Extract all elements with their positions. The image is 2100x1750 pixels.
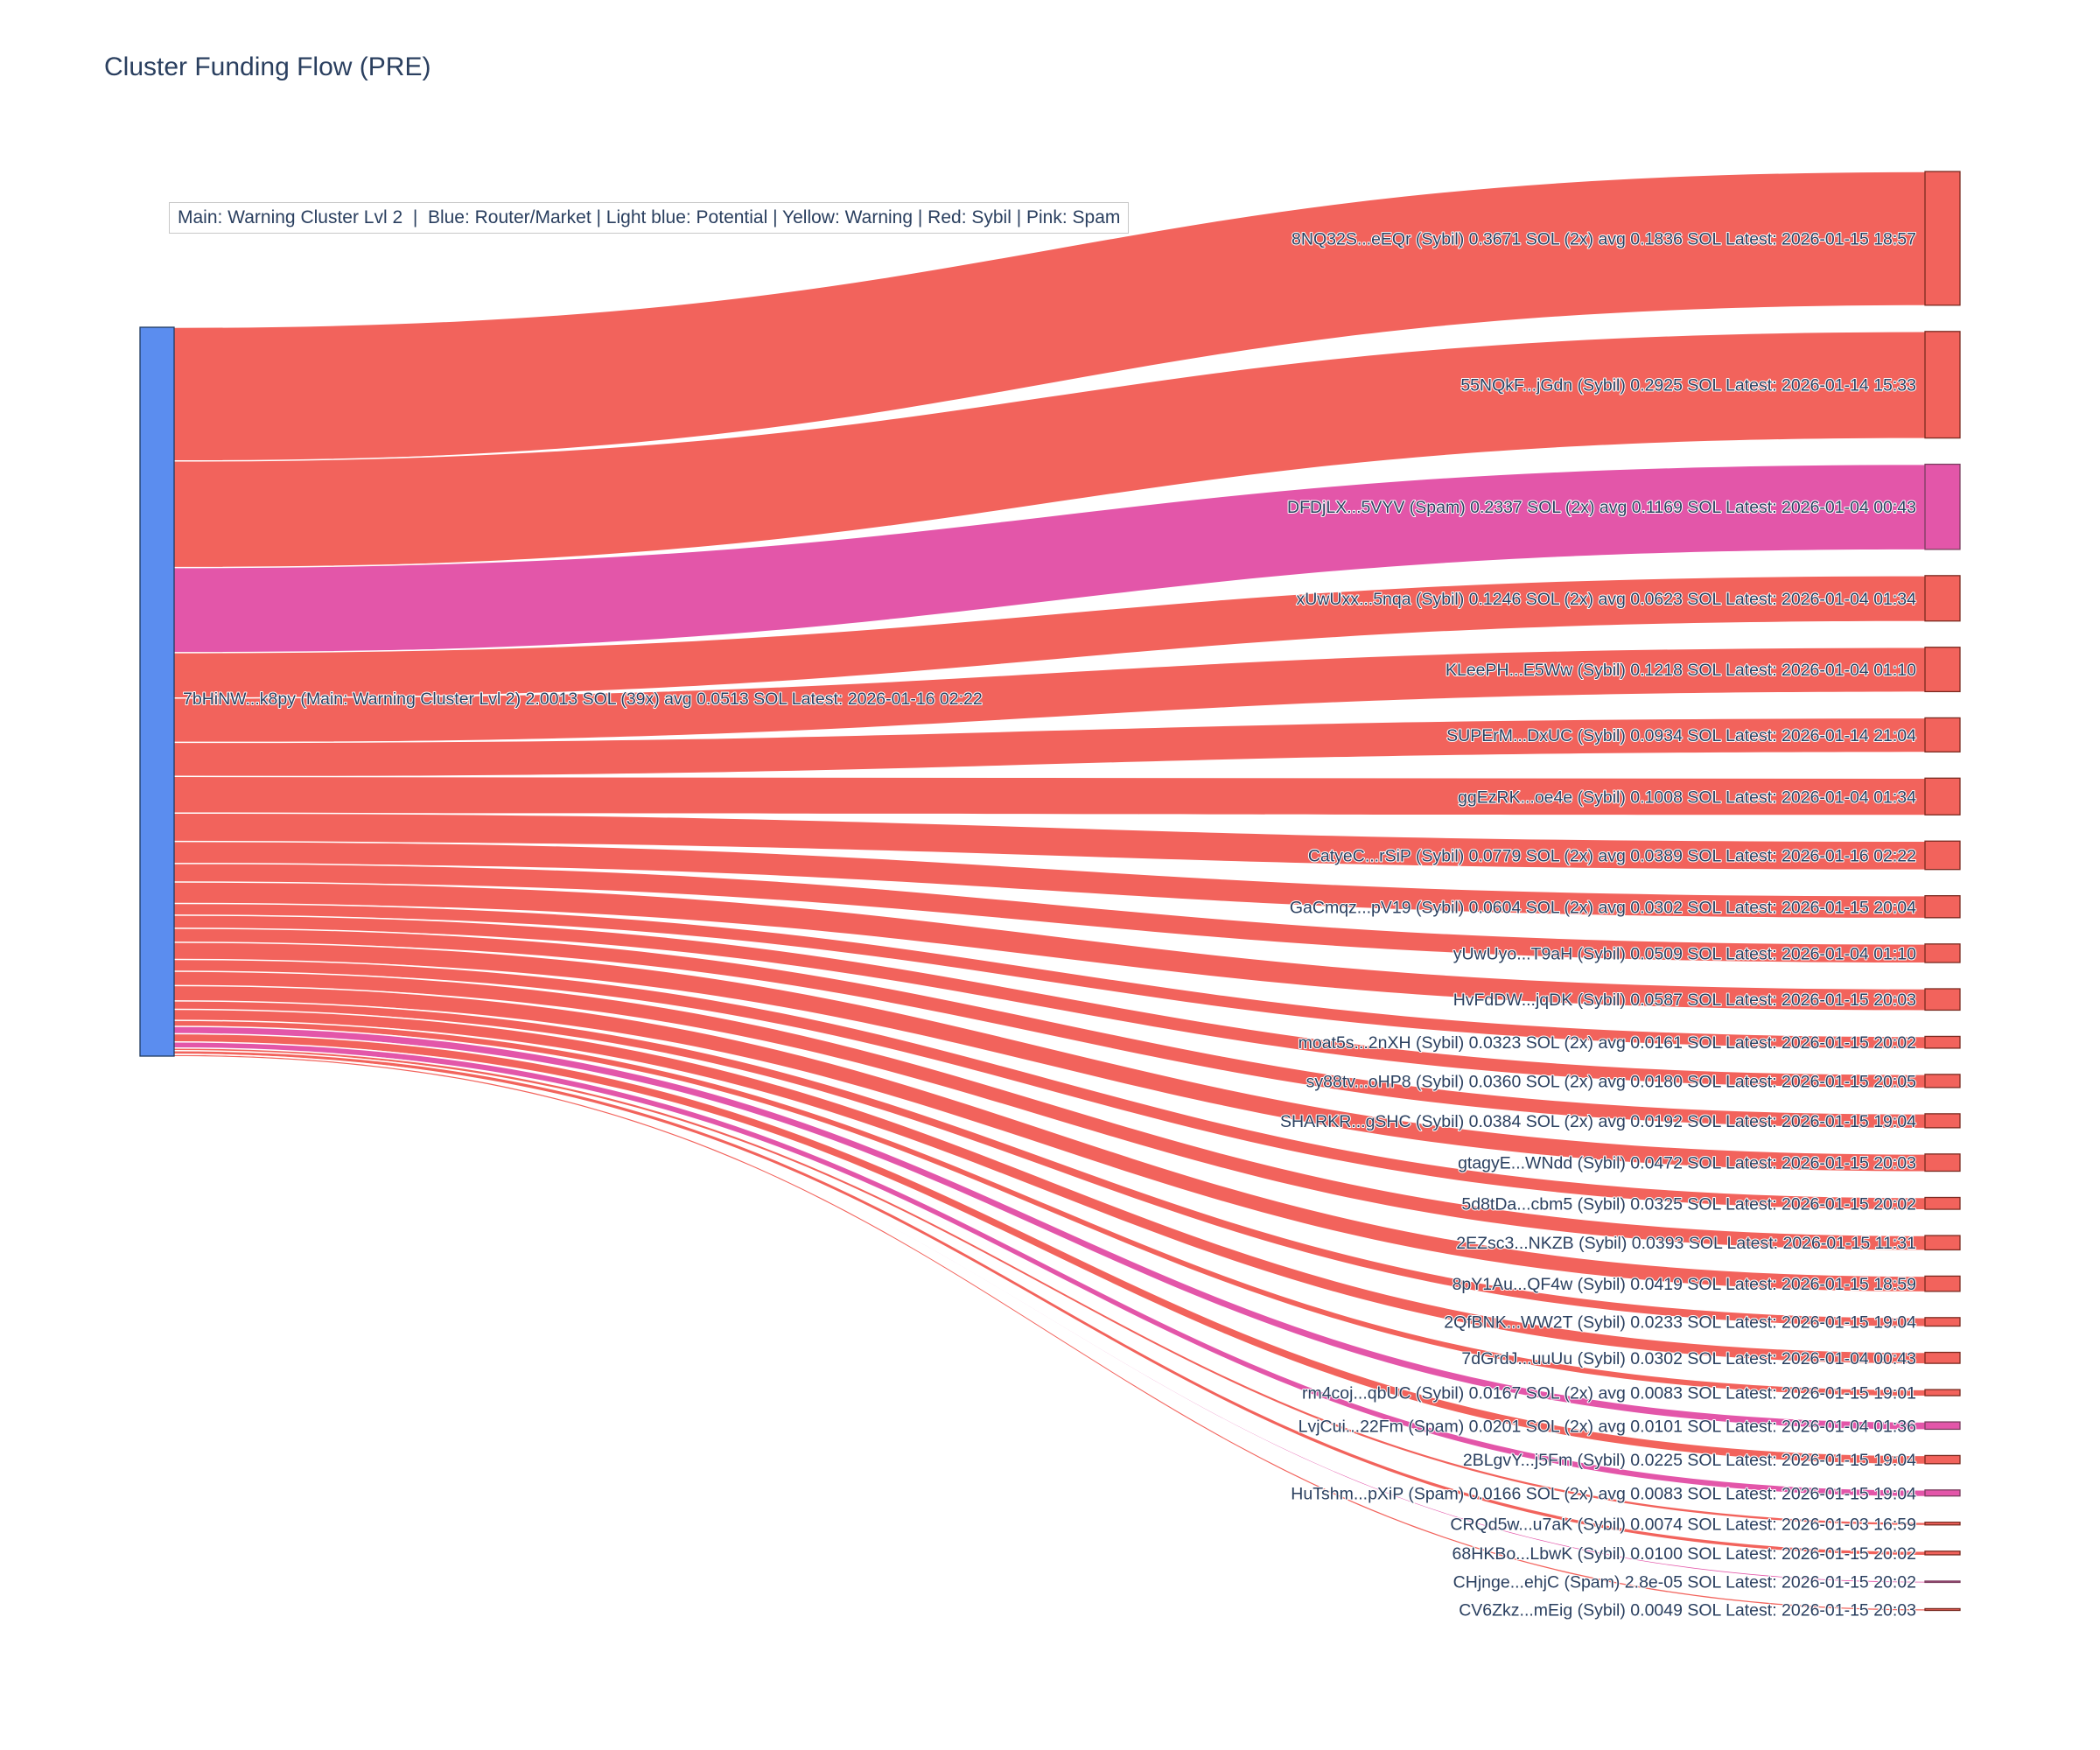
svg-text:yUwUyo...T9aH (Sybil) 0.0509 S: yUwUyo...T9aH (Sybil) 0.0509 SOL Latest:… xyxy=(1453,944,1916,963)
svg-text:8pY1Au...QF4w (Sybil) 0.0419 S: 8pY1Au...QF4w (Sybil) 0.0419 SOL Latest:… xyxy=(1452,1275,1916,1294)
svg-text:68HKBo...LbwK (Sybil) 0.0100 S: 68HKBo...LbwK (Sybil) 0.0100 SOL Latest:… xyxy=(1452,1544,1916,1564)
svg-text:HuTshm...pXiP (Spam) 0.0166 SO: HuTshm...pXiP (Spam) 0.0166 SOL (2x) avg… xyxy=(1291,1484,1916,1503)
svg-text:55NQkF...jGdn (Sybil) 0.2925 S: 55NQkF...jGdn (Sybil) 0.2925 SOL Latest:… xyxy=(1460,376,1916,396)
svg-text:DFDjLX...5VYV (Spam) 0.2337 SO: DFDjLX...5VYV (Spam) 0.2337 SOL (2x) avg… xyxy=(1287,498,1916,517)
svg-text:CatyeC...rSiP (Sybil) 0.0779 S: CatyeC...rSiP (Sybil) 0.0779 SOL (2x) av… xyxy=(1308,846,1916,865)
svg-text:CV6Zkz...mEig (Sybil) 0.0049 S: CV6Zkz...mEig (Sybil) 0.0049 SOL Latest:… xyxy=(1459,1600,1916,1620)
svg-text:HvFdDW...jqDK (Sybil) 0.0587 S: HvFdDW...jqDK (Sybil) 0.0587 SOL Latest:… xyxy=(1453,990,1916,1010)
svg-text:GaCmqz...pV19 (Sybil) 0.0604 S: GaCmqz...pV19 (Sybil) 0.0604 SOL (2x) av… xyxy=(1290,898,1916,917)
svg-text:moat5s...2nXH (Sybil) 0.0323 S: moat5s...2nXH (Sybil) 0.0323 SOL (2x) av… xyxy=(1298,1033,1916,1053)
svg-text:KLeePH...E5Ww (Sybil) 0.1218 S: KLeePH...E5Ww (Sybil) 0.1218 SOL Latest:… xyxy=(1446,661,1916,680)
svg-text:SHARKR...gSHC (Sybil) 0.0384 S: SHARKR...gSHC (Sybil) 0.0384 SOL (2x) av… xyxy=(1280,1112,1916,1131)
svg-text:rm4coj...qbUC (Sybil) 0.0167 S: rm4coj...qbUC (Sybil) 0.0167 SOL (2x) av… xyxy=(1302,1384,1916,1404)
svg-text:SUPErM...DxUC (Sybil) 0.0934 S: SUPErM...DxUC (Sybil) 0.0934 SOL Latest:… xyxy=(1446,726,1916,746)
svg-text:CHjnge...ehjC (Spam) 2.8e-05 S: CHjnge...ehjC (Spam) 2.8e-05 SOL Latest:… xyxy=(1453,1573,1916,1592)
svg-text:7bHiNW...k8py (Main: Warning C: 7bHiNW...k8py (Main: Warning Cluster Lvl… xyxy=(183,690,983,709)
svg-text:2QfBNK...WW2T (Sybil) 0.0233 S: 2QfBNK...WW2T (Sybil) 0.0233 SOL Latest:… xyxy=(1444,1313,1916,1333)
svg-text:ggEzRK...oe4e (Sybil) 0.1008 S: ggEzRK...oe4e (Sybil) 0.1008 SOL Latest:… xyxy=(1458,788,1916,807)
svg-text:8NQ32S...eEQr (Sybil) 0.3671 S: 8NQ32S...eEQr (Sybil) 0.3671 SOL (2x) av… xyxy=(1292,229,1916,248)
svg-text:5d8tDa...cbm5 (Sybil) 0.0325 S: 5d8tDa...cbm5 (Sybil) 0.0325 SOL Latest:… xyxy=(1461,1194,1916,1214)
svg-text:7dGrdJ...uuUu (Sybil) 0.0302 S: 7dGrdJ...uuUu (Sybil) 0.0302 SOL Latest:… xyxy=(1461,1349,1916,1368)
svg-text:CRQd5w...u7aK (Sybil) 0.0074 S: CRQd5w...u7aK (Sybil) 0.0074 SOL Latest:… xyxy=(1450,1515,1916,1534)
svg-text:xUwUxx...5nqa (Sybil) 0.1246 S: xUwUxx...5nqa (Sybil) 0.1246 SOL (2x) av… xyxy=(1296,590,1916,609)
svg-text:sy88tv...oHP8 (Sybil) 0.0360 S: sy88tv...oHP8 (Sybil) 0.0360 SOL (2x) av… xyxy=(1306,1072,1917,1091)
svg-text:gtagyE...WNdd (Sybil) 0.0472 S: gtagyE...WNdd (Sybil) 0.0472 SOL Latest:… xyxy=(1458,1154,1916,1173)
svg-text:2EZsc3...NKZB (Sybil) 0.0393 S: 2EZsc3...NKZB (Sybil) 0.0393 SOL Latest:… xyxy=(1456,1234,1916,1253)
svg-text:2BLgvY...j5Fm (Sybil) 0.0225 S: 2BLgvY...j5Fm (Sybil) 0.0225 SOL Latest:… xyxy=(1463,1451,1916,1470)
svg-text:LvjCui...22Fm (Spam) 0.0201 SO: LvjCui...22Fm (Spam) 0.0201 SOL (2x) avg… xyxy=(1298,1417,1916,1436)
